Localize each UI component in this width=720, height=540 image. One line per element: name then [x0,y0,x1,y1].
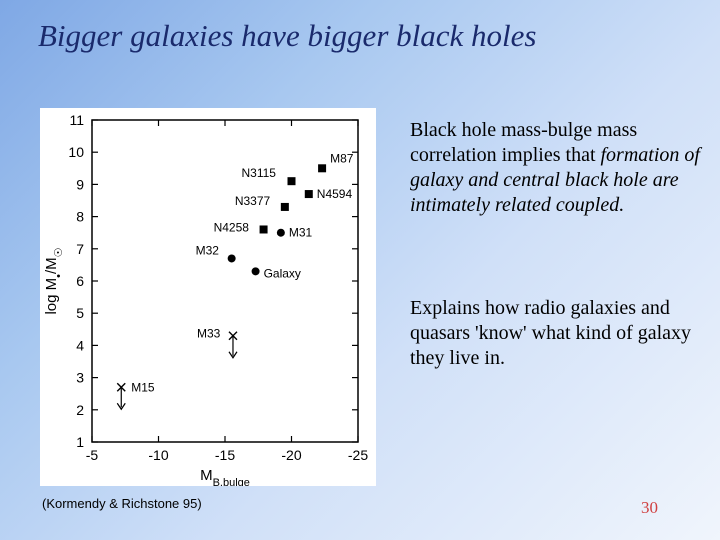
svg-text:M32: M32 [196,243,220,257]
svg-text:M15: M15 [131,380,155,394]
slide-title: Bigger galaxies have bigger black holes [0,0,720,54]
svg-text:2: 2 [76,402,84,418]
svg-text:6: 6 [76,273,84,289]
svg-text:log M•/M☉: log M•/M☉ [43,247,65,314]
svg-text:N4594: N4594 [317,187,353,201]
scatter-chart: 1 2 3 4 5 6 7 8 9 10 11 -5 -10 -15 -20 -25 log M•/M☉ MB,b… [40,108,376,486]
svg-text:3: 3 [76,370,84,386]
paragraph-1: Black hole mass-bulge mass correlation i… [410,118,700,218]
svg-text:4: 4 [76,337,84,353]
svg-text:-10: -10 [148,447,168,463]
svg-text:8: 8 [76,209,84,225]
svg-text:-5: -5 [86,447,99,463]
svg-text:MB,bulge: MB,bulge [200,467,250,486]
svg-text:5: 5 [76,305,84,321]
svg-text:-25: -25 [348,447,368,463]
svg-text:M31: M31 [289,226,313,240]
svg-text:9: 9 [76,176,84,192]
svg-text:11: 11 [69,112,84,128]
paragraph-2: Explains how radio galaxies and quasars … [410,296,700,371]
svg-text:N3115: N3115 [242,166,277,180]
svg-text:10: 10 [68,144,84,160]
svg-text:M33: M33 [197,327,221,341]
page-number: 30 [641,498,658,518]
chart-svg: 1 2 3 4 5 6 7 8 9 10 11 -5 -10 -15 -20 -25 log M•/M☉ MB,b… [40,108,376,486]
svg-text:N4258: N4258 [214,220,250,234]
svg-text:M87: M87 [330,151,354,165]
svg-text:7: 7 [76,241,84,257]
svg-text:-15: -15 [215,447,235,463]
citation: (Kormendy & Richstone 95) [42,496,202,511]
svg-text:N3377: N3377 [235,194,271,208]
svg-text:1: 1 [76,434,84,450]
svg-text:Galaxy: Galaxy [264,266,301,280]
svg-text:-20: -20 [281,447,301,463]
